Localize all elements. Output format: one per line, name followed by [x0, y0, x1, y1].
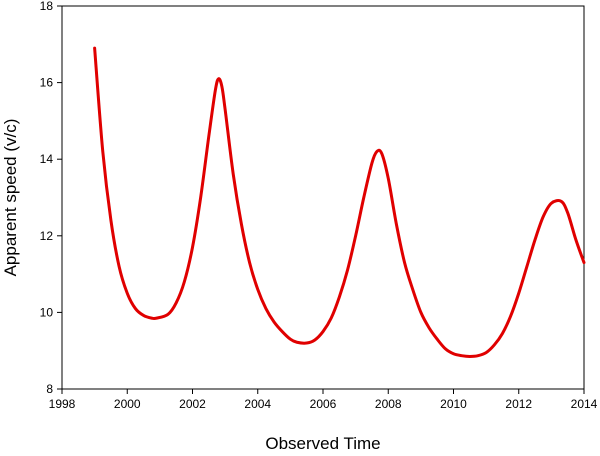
x-axis: 1998 2000 2002 2004 2006 2008 2010 2012 2014 — [49, 389, 598, 411]
y-tick-label: 16 — [40, 76, 54, 90]
y-tick-label: 10 — [40, 305, 54, 319]
series-layer — [93, 46, 586, 358]
y-axis: 8 10 12 14 16 18 — [40, 0, 62, 396]
y-tick-label: 8 — [46, 382, 53, 396]
x-tick-label: 2004 — [244, 397, 271, 411]
y-tick-label: 12 — [40, 229, 54, 243]
x-tick-label: 2008 — [375, 397, 402, 411]
x-tick-label: 2006 — [310, 397, 337, 411]
y-axis-title: Apparent speed (v/c) — [1, 119, 20, 277]
y-tick-label: 14 — [40, 152, 54, 166]
x-tick-label: 2010 — [440, 397, 467, 411]
series-line — [93, 46, 586, 358]
x-tick-label: 1998 — [49, 397, 76, 411]
x-tick-label: 2002 — [179, 397, 206, 411]
x-tick-label: 2000 — [114, 397, 141, 411]
y-tick-label: 18 — [40, 0, 54, 13]
x-tick-label: 2014 — [571, 397, 598, 411]
x-tick-label: 2012 — [505, 397, 532, 411]
x-axis-title: Observed Time — [265, 434, 380, 451]
